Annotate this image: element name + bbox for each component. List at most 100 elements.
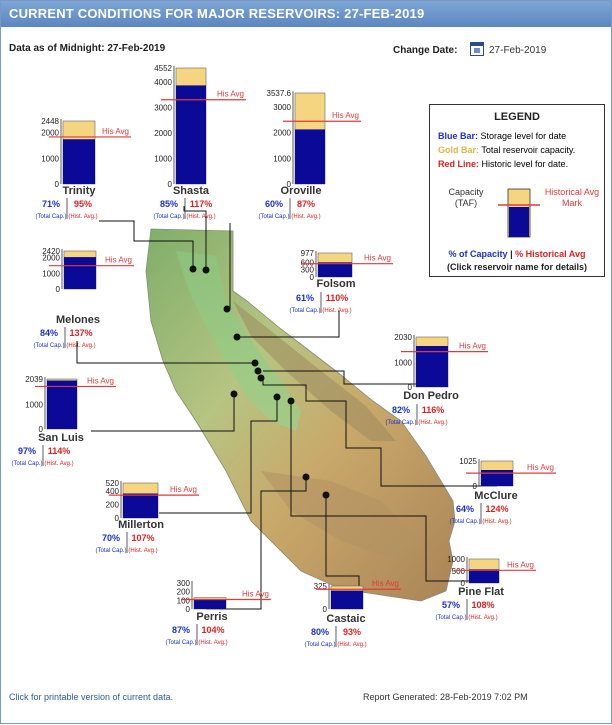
millerton-tick-label: 400 <box>106 487 120 496</box>
oroville-name-link[interactable]: Oroville <box>281 185 322 197</box>
san-luis-total-cap-caption: (Total Cap.) <box>11 461 42 467</box>
folsom-hist-avg-caption: (Hist. Avg.) <box>322 308 351 314</box>
calendar-icon[interactable] <box>470 42 484 56</box>
melones-tick-label: 1000 <box>42 269 60 278</box>
legend-blue-desc: Storage level for date <box>480 131 567 141</box>
castaic-total-cap-caption: (Total Cap.) <box>304 642 335 648</box>
legend-red-line: Red Line: Historic level for date. <box>438 159 568 169</box>
change-date-value[interactable]: 27-Feb-2019 <box>489 45 547 56</box>
shasta-hist-avg-label: His Avg <box>217 90 244 99</box>
san-luis-pct-capacity: 97% <box>18 446 36 456</box>
legend-red-key: Red Line: <box>438 159 480 169</box>
report-generated: Report Generated: 28-Feb-2019 7:02 PM <box>363 692 528 702</box>
melones-total-cap-caption: (Total Cap.) <box>33 343 64 349</box>
castaic-storage-bar <box>331 590 363 609</box>
legend-gold-desc: Total reservoir capacity. <box>481 145 576 155</box>
don-pedro-hist-avg-caption: (Hist. Avg.) <box>418 420 447 426</box>
castaic-name-link[interactable]: Castaic <box>326 613 365 625</box>
perris-storage-bar <box>194 599 226 609</box>
mcclure-hist-avg-caption: (Hist. Avg.) <box>482 519 511 525</box>
folsom-name-link[interactable]: Folsom <box>316 278 355 290</box>
san-luis-tick-label: 0 <box>39 425 44 434</box>
pine-flat-total-cap-caption: (Total Cap.) <box>435 615 466 621</box>
castaic-hist-avg-caption: (Hist. Avg.) <box>337 642 366 648</box>
millerton-tick-label: 0 <box>115 514 120 523</box>
mcclure-tick-label: 0 <box>473 482 478 491</box>
trinity-total-cap-caption: (Total Cap.) <box>35 214 66 220</box>
trinity-tick-label: 1000 <box>41 154 59 163</box>
san-luis-name-link[interactable]: San Luis <box>38 432 84 444</box>
oroville-pct-hist-avg: 87% <box>297 199 315 209</box>
castaic-tick-label: 325 <box>314 582 328 591</box>
don-pedro-name-link[interactable]: Don Pedro <box>403 390 459 402</box>
oroville-total-cap-caption: (Total Cap.) <box>258 214 289 220</box>
legend-box: LEGEND Blue Bar: Storage level for date … <box>429 104 605 277</box>
legend-gold-line: Gold Bar: Total reservoir capacity. <box>438 145 575 155</box>
shasta-tick-label: 2000 <box>154 129 172 138</box>
castaic-pct-hist-avg: 93% <box>343 627 361 637</box>
san-luis-tick-label: 2039 <box>25 375 43 384</box>
legend-separator: | <box>510 249 513 259</box>
change-date-label: Change Date: <box>393 45 458 56</box>
melones-tick-label: 2000 <box>42 254 60 263</box>
pine-flat-pct-hist-avg: 108% <box>471 600 494 610</box>
san-luis-hist-avg-caption: (Hist. Avg.) <box>44 461 73 467</box>
trinity-tick-label: 0 <box>55 180 60 189</box>
pine-flat-tick-label: 500 <box>452 567 466 576</box>
central-valley <box>176 251 301 431</box>
perris-total-cap-caption: (Total Cap.) <box>165 640 196 646</box>
folsom-tick-label: 977 <box>301 249 315 258</box>
mcclure-name-link[interactable]: McClure <box>474 490 517 502</box>
printable-version-link[interactable]: Click for printable version of current d… <box>9 692 174 702</box>
data-as-of-label: Data as of Midnight: 27-Feb-2019 <box>9 43 166 54</box>
pine-flat-name-link[interactable]: Pine Flat <box>458 586 504 598</box>
trinity-name-link[interactable]: Trinity <box>62 185 96 197</box>
pine-flat-pct-capacity: 57% <box>442 600 460 610</box>
legend-capacity-label: Capacity (TAF) <box>448 187 484 208</box>
folsom-pct-capacity: 61% <box>296 293 314 303</box>
oroville-hist-avg-caption: (Hist. Avg.) <box>291 214 320 220</box>
legend-pct-hist: % Historical Avg <box>515 249 586 259</box>
oroville-tick-label: 3537.6 <box>267 89 292 98</box>
legend-pct-capacity: % of Capacity <box>448 249 508 259</box>
legend-click-note: (Click reservoir name for details) <box>446 262 588 272</box>
folsom-tick-label: 0 <box>310 273 315 282</box>
oroville-tick-label: 2000 <box>273 129 291 138</box>
oroville-hist-avg-label: His Avg <box>332 111 359 120</box>
header-bar: CURRENT CONDITIONS FOR MAJOR RESERVOIRS:… <box>1 1 611 27</box>
castaic-tick-label: 0 <box>323 605 328 614</box>
don-pedro-storage-bar <box>416 346 448 387</box>
millerton-name-link[interactable]: Millerton <box>118 519 164 531</box>
mcclure-pct-hist-avg: 124% <box>485 504 508 514</box>
pine-flat-storage-bar <box>469 569 499 583</box>
don-pedro-tick-label: 0 <box>408 383 413 392</box>
melones-hist-avg-label: His Avg <box>105 256 132 265</box>
perris-tick-label: 200 <box>177 588 191 597</box>
legend-red-desc: Historic level for date. <box>481 159 569 169</box>
perris-pct-capacity: 87% <box>172 625 190 635</box>
don-pedro-pct-capacity: 82% <box>392 405 410 415</box>
trinity-tick-label: 2448 <box>41 117 59 126</box>
oroville-tick-label: 0 <box>287 180 292 189</box>
perris-tick-label: 300 <box>177 579 191 588</box>
perris-name-link[interactable]: Perris <box>196 611 227 623</box>
san-luis-storage-bar <box>47 380 77 429</box>
trinity-hist-avg-caption: (Hist. Avg.) <box>68 214 97 220</box>
shasta-tick-label: 1000 <box>154 155 172 164</box>
perris-tick-label: 0 <box>186 605 191 614</box>
folsom-hist-avg-label: His Avg <box>364 254 391 263</box>
legend-title: LEGEND <box>494 111 540 123</box>
legend-avg-label: Historical Avg Mark <box>544 187 600 208</box>
millerton-tick-label: 200 <box>106 501 120 510</box>
don-pedro-tick-label: 2030 <box>394 333 412 342</box>
shasta-name-link[interactable]: Shasta <box>173 185 210 197</box>
folsom-tick-label: 600 <box>301 258 315 267</box>
shasta-tick-label: 3000 <box>154 104 172 113</box>
shasta-tick-label: 4552 <box>154 64 172 73</box>
castaic-hist-avg-label: His Avg <box>372 579 399 588</box>
melones-name-link[interactable]: Melones <box>56 314 100 326</box>
perris-pct-hist-avg: 104% <box>201 625 224 635</box>
millerton-total-cap-caption: (Total Cap.) <box>95 548 126 554</box>
